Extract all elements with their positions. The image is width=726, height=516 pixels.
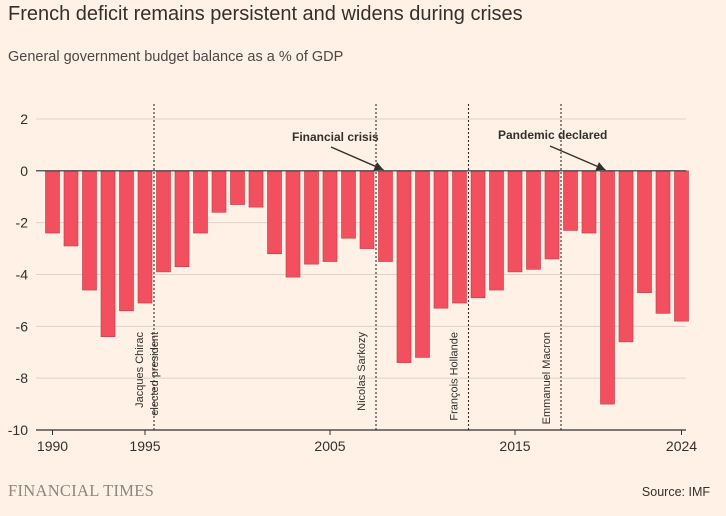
bar-2009 <box>396 170 412 363</box>
event-label: elected president <box>149 332 161 416</box>
source-note: Source: IMF <box>641 485 710 499</box>
axes: 2 0 -2 -4 -6 -8 -10 1990 1995 2005 2015 2024 <box>8 111 698 454</box>
bar-1999 <box>211 170 227 213</box>
chart-title: French deficit remains persistent and wi… <box>8 3 523 25</box>
bar-1991 <box>63 170 79 247</box>
bar-1996 <box>156 170 171 273</box>
y-tick-label: -4 <box>16 267 29 283</box>
bar-2023 <box>655 170 671 314</box>
event-label: Jacques Chirac <box>134 332 146 408</box>
bar-1992 <box>82 170 97 291</box>
x-tick-label: 2015 <box>499 438 530 454</box>
x-tick-label: 2005 <box>314 438 345 454</box>
x-tick-label: 2024 <box>666 438 697 454</box>
ft-logo-text: FINANCIAL TIMES <box>8 481 155 500</box>
bar-2013 <box>470 170 486 299</box>
event-markers: Jacques Chirac elected president Nicolas S… <box>134 104 562 430</box>
bar-2020 <box>600 170 615 405</box>
bar-2021 <box>618 170 634 343</box>
bar-2001 <box>248 170 264 208</box>
bar-2005 <box>322 170 338 262</box>
bar-1990 <box>45 170 60 234</box>
bar-1993 <box>100 170 116 337</box>
y-tick-label: -8 <box>16 370 29 386</box>
bar-2018 <box>563 170 578 231</box>
annotation-arrow <box>330 146 384 171</box>
bar-2010 <box>415 170 430 358</box>
bar-2008 <box>378 170 393 262</box>
annotation-arrow <box>549 145 606 171</box>
bar-2017 <box>544 170 560 260</box>
chart-subtitle: General government budget balance as a %… <box>8 49 344 65</box>
bar-2004 <box>304 170 319 265</box>
bar-2006 <box>341 170 356 239</box>
event-label: François Hollande <box>449 332 461 421</box>
y-tick-label: -6 <box>16 318 29 334</box>
arrowhead-icon <box>373 162 384 171</box>
y-tick-label: -10 <box>8 422 28 438</box>
y-tick-label: 2 <box>20 111 28 127</box>
annotations: Financial crisis Pandemic declared <box>292 128 607 171</box>
bars <box>45 170 689 405</box>
bar-1995 <box>137 170 153 304</box>
bar-2024 <box>674 170 689 322</box>
y-tick-label: 0 <box>20 163 28 179</box>
bar-2002 <box>267 170 282 255</box>
x-tick-label: 1990 <box>37 438 68 454</box>
bar-2007 <box>359 170 375 249</box>
annotation-label: Financial crisis <box>292 130 379 144</box>
bar-2022 <box>637 170 652 293</box>
bar-2019 <box>581 170 597 234</box>
bar-1998 <box>193 170 208 234</box>
event-label: Emmanuel Macron <box>541 332 553 424</box>
bar-2014 <box>489 170 504 291</box>
y-tick-label: -2 <box>16 215 29 231</box>
bar-2011 <box>433 170 449 309</box>
annotation-label: Pandemic declared <box>498 128 607 142</box>
arrowhead-icon <box>595 162 606 171</box>
bar-2000 <box>230 170 245 205</box>
bar-2016 <box>526 170 541 270</box>
event-label: Nicolas Sarkozy <box>356 332 368 411</box>
bar-2015 <box>507 170 523 273</box>
bar-1994 <box>119 170 134 312</box>
bar-1997 <box>174 170 190 268</box>
bar-2012 <box>452 170 467 304</box>
x-tick-label: 1995 <box>129 438 160 454</box>
bar-2003 <box>285 170 301 278</box>
